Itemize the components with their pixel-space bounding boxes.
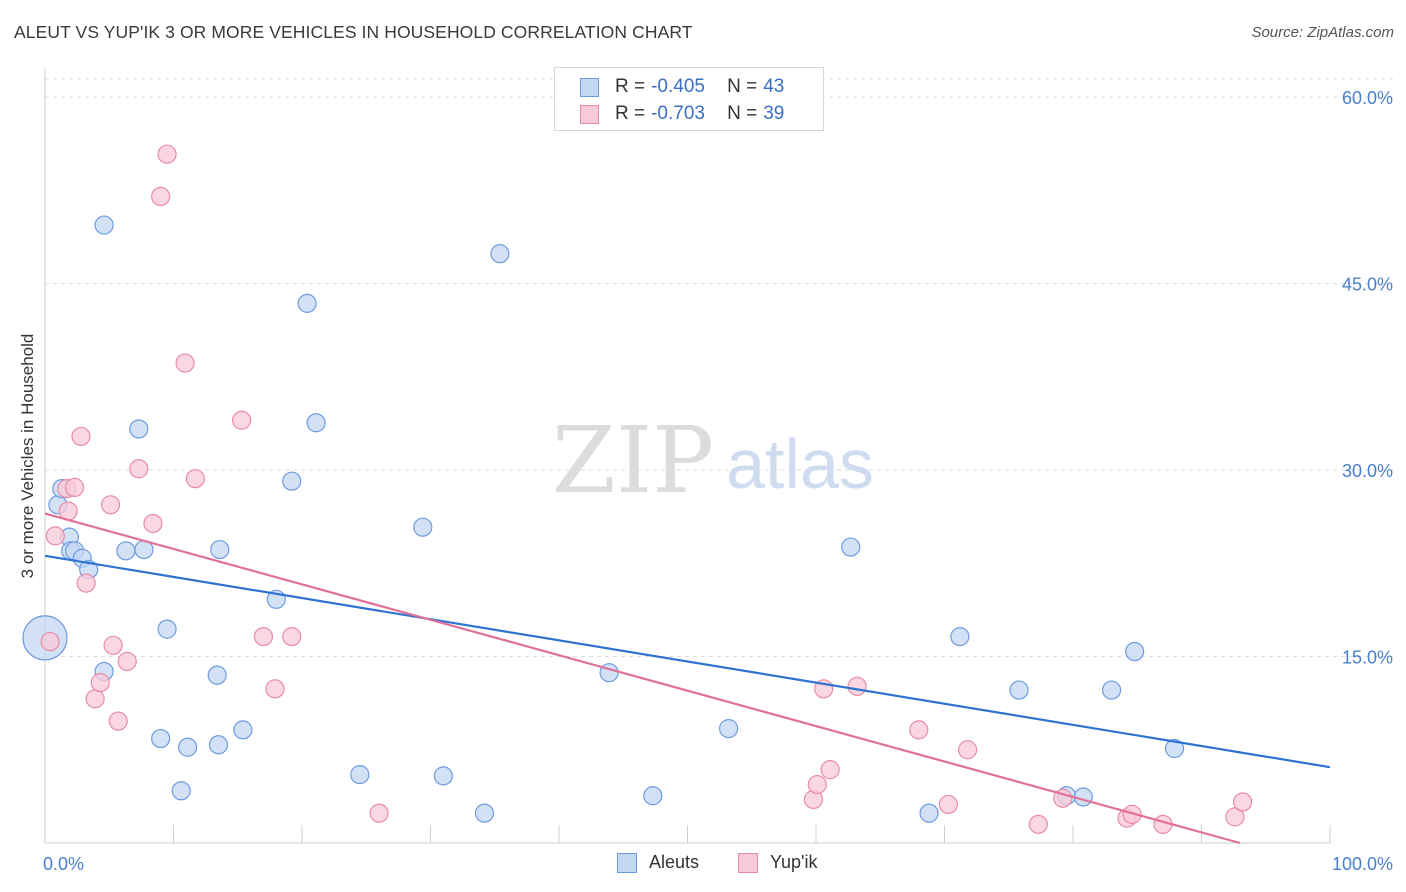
data-point — [369, 803, 389, 823]
data-point — [719, 719, 739, 739]
stats-row-yupik: R = -0.703 N = 39 — [555, 101, 784, 127]
source-label: Source: ZipAtlas.com — [1251, 24, 1394, 41]
data-point — [474, 803, 495, 823]
data-point — [90, 673, 110, 693]
r-value: -0.405 — [651, 76, 705, 97]
y-tick-label: 15.0% — [1342, 648, 1393, 668]
legend-label: Aleuts — [649, 852, 700, 872]
data-point — [76, 573, 96, 593]
data-point — [64, 477, 85, 498]
n-label: N = — [727, 103, 758, 124]
series-yupik — [40, 144, 1253, 834]
data-point — [116, 541, 136, 561]
data-point — [490, 244, 510, 264]
data-point — [306, 413, 326, 433]
data-point — [919, 803, 939, 823]
watermark: ZIP atlas — [552, 407, 874, 514]
r-label: R = — [615, 103, 646, 124]
data-point — [820, 760, 840, 780]
data-point — [208, 735, 229, 755]
data-point — [253, 627, 274, 647]
x-tick-label: 100.0% — [1332, 854, 1393, 874]
data-point — [151, 186, 171, 207]
data-point — [151, 728, 171, 749]
n-value: 39 — [763, 103, 785, 124]
data-point — [94, 215, 114, 235]
yupik-legend-swatch — [738, 852, 758, 873]
chart-title: ALEUT VS YUP'IK 3 OR MORE VEHICLES IN HO… — [14, 22, 693, 42]
aleuts-swatch — [580, 77, 599, 97]
data-point — [178, 737, 198, 757]
data-point — [282, 471, 302, 491]
data-point — [958, 740, 978, 760]
stats-row-aleuts: R = -0.405 N = 43 — [555, 74, 784, 100]
data-point — [950, 627, 970, 647]
aleuts-legend-swatch — [617, 852, 637, 873]
x-tick-label: 0.0% — [43, 854, 84, 874]
legend-label: Yup'ik — [770, 852, 818, 872]
data-point — [85, 689, 105, 709]
n-value: 43 — [763, 76, 785, 97]
data-point — [108, 711, 128, 731]
y-tick-label: 60.0% — [1342, 88, 1393, 108]
data-point — [938, 794, 958, 815]
trend-line — [44, 554, 1331, 769]
y-tick-label: 30.0% — [1342, 461, 1393, 481]
data-point — [1125, 641, 1145, 662]
data-point — [433, 766, 453, 786]
data-point — [847, 676, 867, 696]
data-point — [129, 459, 149, 479]
data-point — [1122, 804, 1142, 825]
data-point — [909, 720, 929, 740]
data-point — [207, 665, 227, 685]
data-point — [103, 635, 123, 655]
trend-lines — [44, 512, 1331, 845]
data-point — [129, 419, 149, 439]
data-point — [157, 144, 177, 164]
data-point — [807, 774, 827, 795]
legend-item-yupik[interactable]: Yup'ik — [738, 852, 817, 873]
data-point — [350, 765, 370, 785]
series-aleuts — [22, 215, 1185, 823]
trend-line — [44, 512, 1241, 845]
data-point — [1101, 680, 1122, 700]
data-point — [265, 679, 285, 699]
tick-labels: 15.0% 30.0% 45.0% 60.0% 0.0% 100.0% — [43, 88, 1393, 874]
legend-item-aleuts[interactable]: Aleuts — [617, 852, 699, 873]
stats-box: R = -0.405 N = 43 R = -0.703 N = 39 — [554, 67, 824, 131]
data-point — [210, 539, 230, 560]
data-point — [1233, 792, 1253, 812]
yupik-swatch — [580, 104, 599, 124]
data-point — [1028, 814, 1048, 834]
data-point — [143, 513, 163, 534]
data-point — [643, 786, 663, 806]
data-point — [1164, 738, 1185, 759]
data-point — [282, 627, 302, 647]
data-point — [71, 426, 91, 447]
data-point — [175, 353, 195, 373]
data-point — [157, 619, 177, 639]
data-point — [232, 410, 252, 430]
data-point — [40, 631, 60, 652]
data-point — [297, 293, 317, 313]
r-value: -0.703 — [651, 103, 705, 124]
watermark-atlas: atlas — [726, 425, 874, 503]
n-label: N = — [727, 76, 758, 97]
y-axis-label: 3 or more Vehicles in Household — [18, 333, 37, 579]
y-tick-label: 45.0% — [1342, 275, 1393, 295]
data-point — [413, 517, 433, 537]
data-point — [1009, 680, 1029, 700]
data-point — [841, 537, 861, 557]
data-point — [171, 781, 191, 801]
data-point — [1225, 807, 1245, 827]
axes — [44, 68, 1331, 844]
data-point — [45, 526, 65, 546]
data-point — [185, 469, 205, 489]
data-point — [100, 495, 121, 515]
data-point — [117, 651, 137, 672]
watermark-zip: ZIP — [552, 407, 714, 514]
data-point — [233, 720, 253, 740]
r-label: R = — [615, 76, 646, 97]
